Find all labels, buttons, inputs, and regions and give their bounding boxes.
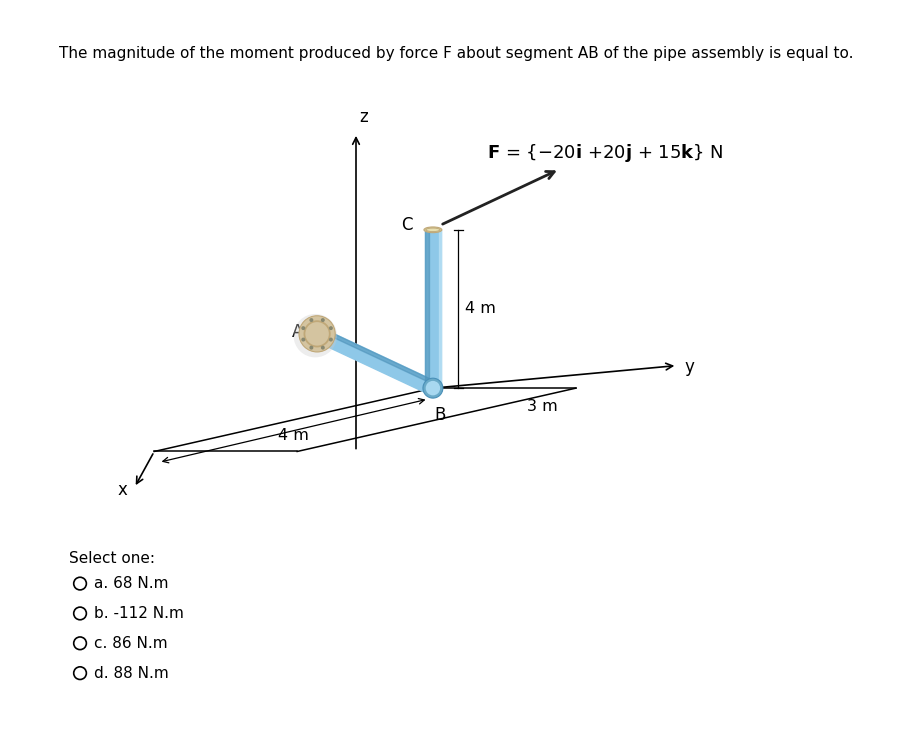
Polygon shape <box>425 230 441 388</box>
Circle shape <box>329 338 333 342</box>
Circle shape <box>425 381 440 396</box>
Circle shape <box>329 326 333 330</box>
Circle shape <box>301 338 305 342</box>
Text: Select one:: Select one: <box>69 551 155 566</box>
Text: 4 m: 4 m <box>278 428 309 443</box>
Text: The magnitude of the moment produced by force F about segment AB of the pipe ass: The magnitude of the moment produced by … <box>59 46 854 61</box>
Polygon shape <box>438 230 441 388</box>
Circle shape <box>320 318 325 322</box>
Text: 3 m: 3 m <box>527 399 558 413</box>
Polygon shape <box>319 328 436 385</box>
Polygon shape <box>314 328 436 395</box>
Polygon shape <box>425 230 429 388</box>
Circle shape <box>310 318 313 322</box>
Text: A: A <box>292 323 303 341</box>
Circle shape <box>310 345 313 350</box>
Text: x: x <box>117 480 127 499</box>
Text: $\mathbf{F}$ = {$-$20$\mathbf{i}$ +20$\mathbf{j}$ + 15$\mathbf{k}$} N: $\mathbf{F}$ = {$-$20$\mathbf{i}$ +20$\m… <box>488 142 724 164</box>
Text: C: C <box>402 216 413 234</box>
Text: d. 88 N.m: d. 88 N.m <box>94 665 168 681</box>
Circle shape <box>423 378 443 398</box>
Ellipse shape <box>424 227 442 233</box>
Text: a. 68 N.m: a. 68 N.m <box>94 576 168 591</box>
Circle shape <box>301 326 305 330</box>
Text: 4 m: 4 m <box>465 302 496 316</box>
Circle shape <box>320 345 325 350</box>
Text: b. -112 N.m: b. -112 N.m <box>94 606 184 621</box>
Text: B: B <box>435 406 446 425</box>
Ellipse shape <box>426 228 440 231</box>
Circle shape <box>294 314 337 357</box>
Text: c. 86 N.m: c. 86 N.m <box>94 636 167 651</box>
Circle shape <box>303 320 331 348</box>
Text: y: y <box>685 359 694 376</box>
Circle shape <box>299 316 335 352</box>
Text: z: z <box>360 107 368 126</box>
Circle shape <box>305 322 329 345</box>
